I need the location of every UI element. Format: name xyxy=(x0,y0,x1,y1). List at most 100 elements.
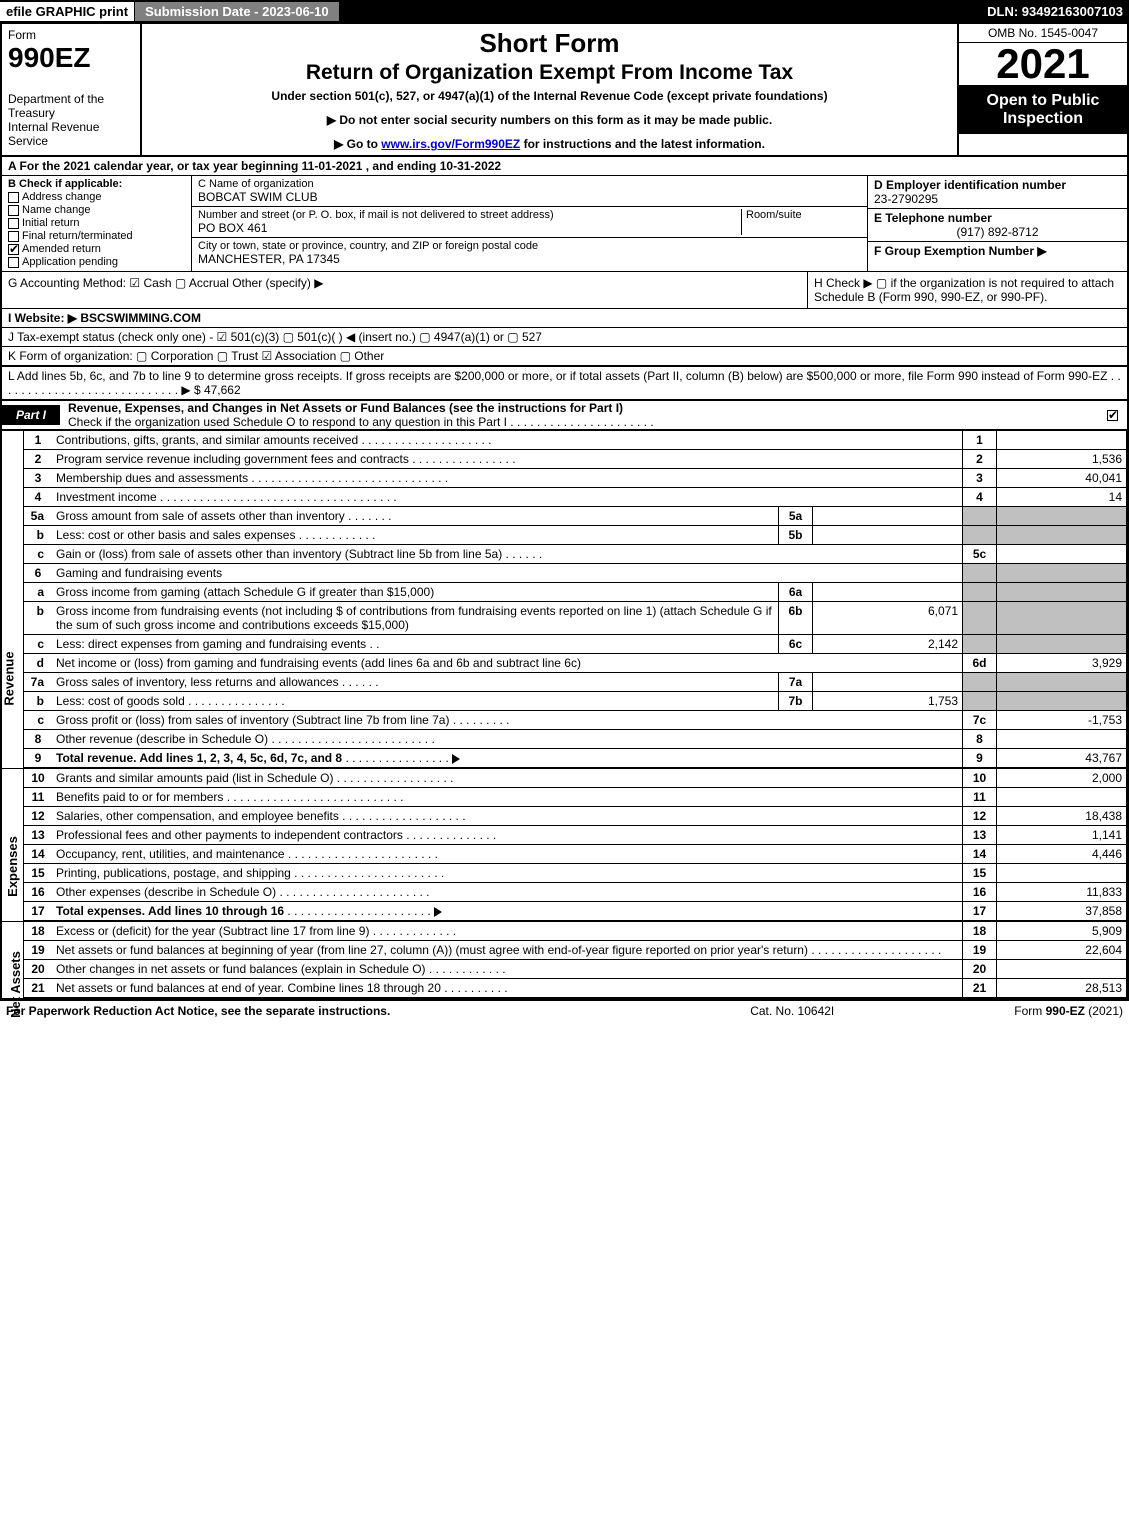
part1-checkbox[interactable] xyxy=(1107,408,1121,422)
line-14: 14Occupancy, rent, utilities, and mainte… xyxy=(24,845,1127,864)
revenue-label: Revenue xyxy=(2,651,17,705)
line-a: A For the 2021 calendar year, or tax yea… xyxy=(2,157,1127,176)
row-k: K Form of organization: ▢ Corporation ▢ … xyxy=(2,347,1127,367)
efile-label: efile GRAPHIC print xyxy=(0,2,134,21)
form-container: Form 990EZ Department of the Treasury In… xyxy=(0,22,1129,1000)
b-opt-0[interactable]: Address change xyxy=(8,191,185,203)
line-15: 15Printing, publications, postage, and s… xyxy=(24,864,1127,883)
form-word: Form xyxy=(8,28,134,42)
b-opt-2[interactable]: Initial return xyxy=(8,217,185,229)
col-b: B Check if applicable: Address change Na… xyxy=(2,176,192,271)
line-5c: cGain or (loss) from sale of assets othe… xyxy=(24,545,1127,564)
e-label: E Telephone number xyxy=(874,211,992,225)
line-20: 20Other changes in net assets or fund ba… xyxy=(24,960,1127,979)
header-right: OMB No. 1545-0047 2021 Open to Public In… xyxy=(957,24,1127,155)
line-6a: aGross income from gaming (attach Schedu… xyxy=(24,583,1127,602)
ein-value: 23-2790295 xyxy=(874,192,938,206)
arrow-icon xyxy=(434,907,442,917)
revenue-section: Revenue 1Contributions, gifts, grants, a… xyxy=(2,430,1127,768)
org-street: PO BOX 461 xyxy=(198,221,741,235)
directive-2-pre: ▶ Go to xyxy=(334,137,381,151)
irs-link[interactable]: www.irs.gov/Form990EZ xyxy=(381,137,520,151)
line-3: 3Membership dues and assessments . . . .… xyxy=(24,469,1127,488)
dln-label: DLN: 93492163007103 xyxy=(987,4,1129,19)
header-left: Form 990EZ Department of the Treasury In… xyxy=(2,24,142,155)
line-6c: cLess: direct expenses from gaming and f… xyxy=(24,635,1127,654)
phone-value: (917) 892-8712 xyxy=(874,225,1121,239)
room-label: Room/suite xyxy=(746,209,857,221)
d-row: D Employer identification number 23-2790… xyxy=(868,176,1127,209)
line-11: 11Benefits paid to or for members . . . … xyxy=(24,788,1127,807)
line-8: 8Other revenue (describe in Schedule O) … xyxy=(24,730,1127,749)
netassets-section: Net Assets 18Excess or (deficit) for the… xyxy=(2,921,1127,998)
submission-date: Submission Date - 2023-06-10 xyxy=(134,1,340,22)
tax-year: 2021 xyxy=(959,43,1127,86)
line-2: 2Program service revenue including gover… xyxy=(24,450,1127,469)
line-6d: dNet income or (loss) from gaming and fu… xyxy=(24,654,1127,673)
page-footer: For Paperwork Reduction Act Notice, see … xyxy=(0,1000,1129,1021)
line-7c: cGross profit or (loss) from sales of in… xyxy=(24,711,1127,730)
directive-2: ▶ Go to www.irs.gov/Form990EZ for instru… xyxy=(150,137,949,151)
line-19: 19Net assets or fund balances at beginni… xyxy=(24,941,1127,960)
expenses-table: 10Grants and similar amounts paid (list … xyxy=(24,768,1127,921)
part1-titleblock: Revenue, Expenses, and Changes in Net As… xyxy=(68,401,654,429)
l-amount: ▶ $ 47,662 xyxy=(181,383,240,397)
b-opt-3[interactable]: Final return/terminated xyxy=(8,230,185,242)
part1-sub: Check if the organization used Schedule … xyxy=(68,415,507,429)
b-opt-1[interactable]: Name change xyxy=(8,204,185,216)
line-10: 10Grants and similar amounts paid (list … xyxy=(24,769,1127,788)
b-opt-5[interactable]: Application pending xyxy=(8,256,185,268)
f-row: F Group Exemption Number ▶ xyxy=(868,242,1127,260)
line-12: 12Salaries, other compensation, and empl… xyxy=(24,807,1127,826)
org-name: BOBCAT SWIM CLUB xyxy=(198,190,861,204)
line-13: 13Professional fees and other payments t… xyxy=(24,826,1127,845)
org-city: MANCHESTER, PA 17345 xyxy=(198,252,861,266)
b-opt-4[interactable]: Amended return xyxy=(8,243,185,255)
part1-tab: Part I xyxy=(2,405,60,425)
c-street-row: Number and street (or P. O. box, if mail… xyxy=(192,207,867,238)
form-ref: Form 990-EZ (2021) xyxy=(1014,1004,1123,1018)
revenue-table: 1Contributions, gifts, grants, and simil… xyxy=(24,430,1127,768)
directive-1: ▶ Do not enter social security numbers o… xyxy=(150,113,949,127)
dept-treasury: Department of the Treasury xyxy=(8,92,134,120)
arrow-icon xyxy=(452,754,460,764)
line-1: 1Contributions, gifts, grants, and simil… xyxy=(24,431,1127,450)
block-bcdef: B Check if applicable: Address change Na… xyxy=(2,176,1127,272)
top-bar: efile GRAPHIC print Submission Date - 20… xyxy=(0,0,1129,22)
c-street-label: Number and street (or P. O. box, if mail… xyxy=(198,209,741,221)
line-18: 18Excess or (deficit) for the year (Subt… xyxy=(24,922,1127,941)
pra-notice: For Paperwork Reduction Act Notice, see … xyxy=(6,1004,390,1018)
row-i: I Website: ▶ BSCSWIMMING.COM xyxy=(2,309,1127,328)
col-c: C Name of organization BOBCAT SWIM CLUB … xyxy=(192,176,867,271)
netassets-label: Net Assets xyxy=(8,951,23,1018)
line-6: 6Gaming and fundraising events xyxy=(24,564,1127,583)
line-21: 21Net assets or fund balances at end of … xyxy=(24,979,1127,998)
form-title: Return of Organization Exempt From Incom… xyxy=(150,61,949,85)
form-number: 990EZ xyxy=(8,42,134,74)
line-9: 9Total revenue. Add lines 1, 2, 3, 4, 5c… xyxy=(24,749,1127,768)
g-cell: G Accounting Method: ☑ Cash ▢ Accrual Ot… xyxy=(2,272,807,308)
line-7a: 7aGross sales of inventory, less returns… xyxy=(24,673,1127,692)
row-gh: G Accounting Method: ☑ Cash ▢ Accrual Ot… xyxy=(2,272,1127,309)
form-subtitle: Under section 501(c), 527, or 4947(a)(1)… xyxy=(150,89,949,103)
revenue-sidebar: Revenue xyxy=(2,430,24,768)
dept-irs: Internal Revenue Service xyxy=(8,120,134,148)
h-cell: H Check ▶ ▢ if the organization is not r… xyxy=(807,272,1127,308)
c-name-label: C Name of organization xyxy=(198,178,861,190)
row-j: J Tax-exempt status (check only one) - ☑… xyxy=(2,328,1127,347)
form-header: Form 990EZ Department of the Treasury In… xyxy=(2,24,1127,157)
cat-number: Cat. No. 10642I xyxy=(750,1004,834,1018)
part1-title: Revenue, Expenses, and Changes in Net As… xyxy=(68,401,623,415)
line-4: 4Investment income . . . . . . . . . . .… xyxy=(24,488,1127,507)
directive-2-post: for instructions and the latest informat… xyxy=(520,137,765,151)
c-city-row: City or town, state or province, country… xyxy=(192,238,867,268)
f-label: F Group Exemption Number ▶ xyxy=(874,244,1047,258)
row-l: L Add lines 5b, 6c, and 7b to line 9 to … xyxy=(2,367,1127,401)
b-label: B Check if applicable: xyxy=(8,178,185,190)
c-city-label: City or town, state or province, country… xyxy=(198,240,861,252)
line-17: 17Total expenses. Add lines 10 through 1… xyxy=(24,902,1127,921)
netassets-sidebar: Net Assets xyxy=(2,921,24,998)
line-16: 16Other expenses (describe in Schedule O… xyxy=(24,883,1127,902)
line-5a: 5aGross amount from sale of assets other… xyxy=(24,507,1127,526)
expenses-sidebar: Expenses xyxy=(2,768,24,921)
